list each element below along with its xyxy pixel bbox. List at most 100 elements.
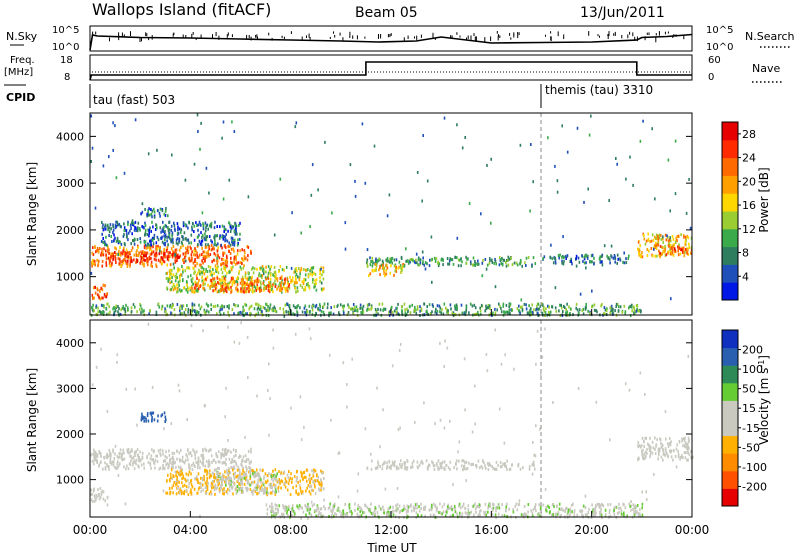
power-cell	[174, 248, 177, 252]
velocity-cell	[271, 514, 273, 518]
velocity-cell	[166, 456, 168, 460]
power-cell	[668, 244, 670, 248]
velocity-scatter-cell	[330, 418, 332, 422]
power-cell	[176, 303, 179, 306]
power-cell	[207, 265, 210, 269]
velocity-cell	[556, 505, 558, 508]
power-cell	[484, 309, 486, 313]
power-cell	[219, 234, 221, 238]
power-cell	[655, 244, 658, 248]
power-cell	[259, 305, 262, 308]
velocity-cell	[274, 483, 277, 487]
velocity-cell	[439, 511, 442, 515]
power-cell	[377, 312, 379, 316]
power-cell	[303, 279, 305, 283]
power-cell	[685, 237, 687, 241]
power-cell	[447, 262, 449, 266]
power-cell	[359, 303, 362, 307]
power-cell	[205, 302, 208, 306]
power-cell	[254, 286, 257, 290]
power-cell	[223, 276, 226, 280]
velocity-cell	[291, 506, 294, 510]
velocity-cell	[399, 463, 401, 466]
power-cell	[488, 305, 490, 309]
velocity-cell	[210, 484, 212, 488]
power-cell	[142, 251, 145, 255]
velocity-cell	[217, 450, 220, 454]
velocity-cell	[133, 467, 136, 471]
power-cell	[418, 258, 420, 262]
velocity-cell	[299, 486, 302, 490]
velocity-cell	[634, 504, 636, 508]
power-cell	[413, 310, 415, 313]
velocity-cell	[274, 487, 277, 491]
power-cell	[213, 226, 216, 230]
velocity-cell	[223, 489, 225, 493]
power-cell	[240, 287, 242, 291]
site-title: Wallops Island (fitACF)	[92, 0, 271, 19]
power-cell	[197, 228, 199, 232]
power-cell	[615, 302, 618, 306]
power-cell	[186, 281, 188, 285]
power-cell	[171, 312, 173, 315]
power-cell	[285, 265, 288, 269]
velocity-cell	[196, 475, 198, 479]
nsky-noise-mark	[672, 35, 674, 38]
power-cell	[106, 292, 109, 296]
velocity-cell	[275, 490, 277, 494]
power-cell	[92, 296, 94, 300]
velocity-cell	[395, 467, 398, 471]
power-cell	[566, 310, 569, 314]
power-cell	[159, 258, 162, 262]
velocity-cell	[205, 459, 208, 463]
velocity-cell	[208, 463, 211, 467]
power-cell	[221, 262, 224, 266]
power-cell	[204, 269, 207, 273]
velocity-cell	[548, 506, 550, 510]
power-cell	[179, 288, 181, 292]
velocity-cell	[108, 465, 110, 469]
nsky-top-tick: 10^5	[52, 25, 79, 36]
velocity-cell	[225, 463, 227, 466]
power-cell	[575, 257, 577, 260]
nsky-noise-mark	[227, 32, 229, 36]
velocity-cell	[164, 415, 167, 419]
power-cell	[164, 235, 167, 239]
power-cell	[195, 249, 197, 253]
power-cell	[498, 263, 501, 267]
velocity-cell	[161, 449, 164, 453]
velocity-cell	[616, 511, 619, 515]
power-cell	[416, 307, 419, 311]
power-cell	[137, 254, 140, 257]
power-cell	[176, 276, 178, 280]
power-cell	[111, 263, 113, 267]
power-cell	[494, 258, 496, 261]
power-cell	[228, 304, 230, 308]
power-cell	[109, 259, 111, 263]
velocity-cell	[110, 452, 112, 456]
velocity-cell	[176, 470, 179, 474]
power-cell	[241, 311, 244, 315]
velocity-cell	[286, 509, 288, 513]
velocity-cell	[256, 471, 259, 475]
velocity-cell	[208, 492, 211, 496]
power-cell	[547, 304, 549, 308]
velocity-cell	[206, 479, 208, 483]
velocity-cell	[643, 440, 645, 444]
power-cell	[217, 281, 219, 285]
power-cell	[150, 252, 153, 256]
power-cell	[245, 256, 247, 260]
nsky-label: N.Sky	[6, 30, 38, 43]
velocity-cell	[182, 474, 184, 478]
power-cell	[140, 212, 142, 216]
velocity-cell	[138, 459, 140, 463]
velocity-cell	[284, 477, 287, 481]
nsky-noise-mark	[246, 34, 248, 39]
power-cell	[472, 263, 474, 267]
velocity-cell	[344, 503, 346, 506]
velocity-cell	[219, 484, 222, 488]
power-cell	[203, 310, 206, 314]
power-cell	[197, 223, 199, 227]
power-cell	[181, 265, 183, 268]
